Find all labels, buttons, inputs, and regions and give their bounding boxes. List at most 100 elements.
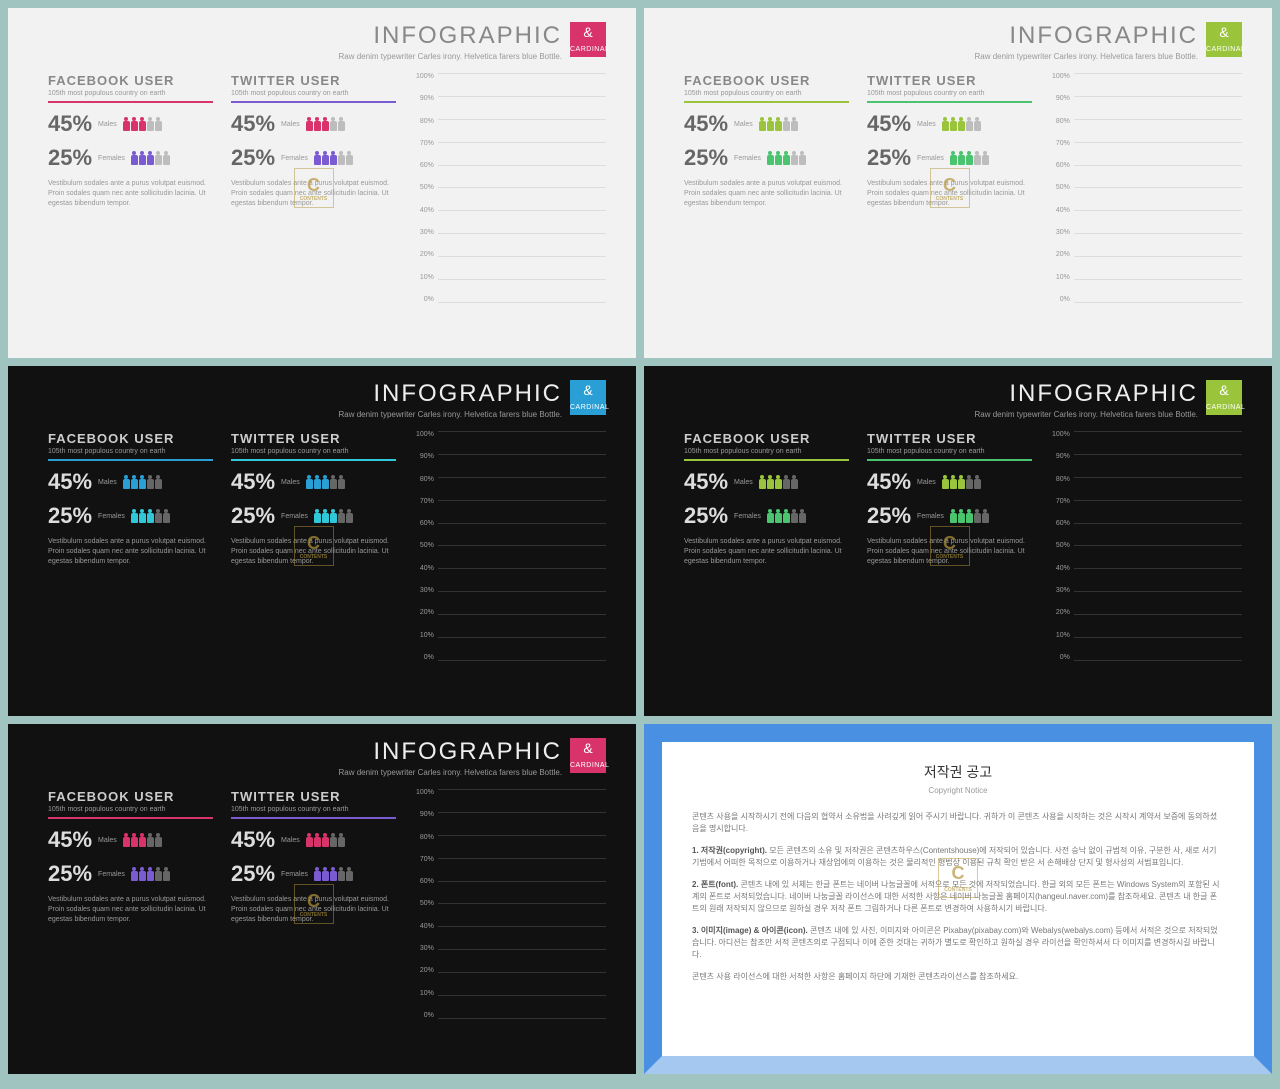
person-icon bbox=[791, 151, 798, 165]
stat-label: Males bbox=[917, 479, 936, 486]
y-tick-label: 20% bbox=[416, 967, 434, 974]
stat-label: Females bbox=[917, 513, 944, 520]
slide-header: INFOGRAPHIC Raw denim typewriter Carles … bbox=[48, 738, 606, 777]
person-icon bbox=[330, 509, 337, 523]
stat-label: Males bbox=[917, 121, 936, 128]
accent-tag: & CARDINAL bbox=[570, 380, 606, 415]
stacked-bar-chart: 100%90%80%70%60%50%40%30%20%10%0% bbox=[416, 431, 606, 661]
stat-percent: 25% bbox=[231, 503, 275, 529]
stat-label: Males bbox=[281, 837, 300, 844]
person-icon bbox=[775, 151, 782, 165]
header-title: INFOGRAPHIC bbox=[975, 22, 1199, 50]
person-icon bbox=[346, 867, 353, 881]
y-tick-label: 70% bbox=[416, 140, 434, 147]
person-icon bbox=[966, 117, 973, 131]
person-icon bbox=[155, 833, 162, 847]
stat-label: Females bbox=[281, 155, 308, 162]
people-icons bbox=[123, 117, 162, 131]
y-tick-label: 100% bbox=[1052, 431, 1070, 438]
y-tick-label: 0% bbox=[416, 296, 434, 303]
people-icons bbox=[942, 117, 981, 131]
person-icon bbox=[139, 867, 146, 881]
person-icon bbox=[767, 117, 774, 131]
header-subtitle: Raw denim typewriter Carles irony. Helve… bbox=[339, 768, 563, 777]
person-icon bbox=[131, 833, 138, 847]
person-icon bbox=[958, 117, 965, 131]
stat-title: TWITTER USER bbox=[231, 431, 396, 446]
person-icon bbox=[958, 475, 965, 489]
stat-row: 45% Males bbox=[231, 827, 396, 853]
people-icons bbox=[123, 833, 162, 847]
stat-subtitle: 105th most populous country on earth bbox=[867, 90, 1032, 97]
stat-label: Females bbox=[281, 513, 308, 520]
stat-label: Males bbox=[281, 479, 300, 486]
y-tick-label: 10% bbox=[416, 632, 434, 639]
y-tick-label: 80% bbox=[416, 118, 434, 125]
y-tick-label: 40% bbox=[416, 565, 434, 572]
stat-column: TWITTER USER 105th most populous country… bbox=[231, 431, 396, 661]
y-tick-label: 80% bbox=[1052, 118, 1070, 125]
stat-row: 45% Males bbox=[684, 111, 849, 137]
person-icon bbox=[346, 509, 353, 523]
y-tick-label: 0% bbox=[416, 654, 434, 661]
person-icon bbox=[322, 867, 329, 881]
people-icons bbox=[306, 833, 345, 847]
stat-body-text: Vestibulum sodales ante a purus volutpat… bbox=[684, 537, 849, 566]
people-icons bbox=[759, 117, 798, 131]
person-icon bbox=[338, 117, 345, 131]
stat-row: 45% Males bbox=[48, 469, 213, 495]
person-icon bbox=[147, 151, 154, 165]
slide-header: INFOGRAPHIC Raw denim typewriter Carles … bbox=[684, 380, 1242, 419]
slide-content: FACEBOOK USER 105th most populous countr… bbox=[48, 431, 606, 661]
person-icon bbox=[330, 833, 337, 847]
person-icon bbox=[950, 509, 957, 523]
stat-percent: 45% bbox=[231, 469, 275, 495]
stat-row: 25% Females bbox=[48, 861, 213, 887]
y-tick-label: 40% bbox=[1052, 565, 1070, 572]
stat-body-text: Vestibulum sodales ante a purus volutpat… bbox=[231, 179, 396, 208]
slide-content: FACEBOOK USER 105th most populous countr… bbox=[48, 789, 606, 1019]
y-tick-label: 10% bbox=[1052, 274, 1070, 281]
person-icon bbox=[314, 117, 321, 131]
notice-paragraph: 1. 저작권(copyright). 모든 콘텐츠의 소유 및 저작권은 콘텐츠… bbox=[692, 845, 1224, 869]
y-tick-label: 10% bbox=[416, 274, 434, 281]
person-icon bbox=[783, 117, 790, 131]
person-icon bbox=[330, 475, 337, 489]
y-tick-label: 30% bbox=[1052, 587, 1070, 594]
person-icon bbox=[759, 117, 766, 131]
stat-body-text: Vestibulum sodales ante a purus volutpat… bbox=[684, 179, 849, 208]
person-icon bbox=[322, 509, 329, 523]
stat-row: 25% Females bbox=[231, 503, 396, 529]
stat-label: Males bbox=[734, 121, 753, 128]
stat-column: FACEBOOK USER 105th most populous countr… bbox=[48, 431, 213, 661]
chart-area bbox=[1074, 73, 1242, 303]
stat-subtitle: 105th most populous country on earth bbox=[48, 448, 213, 455]
stat-title: FACEBOOK USER bbox=[48, 789, 213, 804]
people-icons bbox=[950, 509, 989, 523]
notice-paragraph: 3. 이미지(image) & 아이콘(icon). 콘텐츠 내에 있 사진, … bbox=[692, 925, 1224, 961]
y-tick-label: 40% bbox=[416, 207, 434, 214]
stats-area: FACEBOOK USER 105th most populous countr… bbox=[48, 73, 396, 303]
person-icon bbox=[799, 509, 806, 523]
gridlines bbox=[438, 431, 606, 661]
person-icon bbox=[330, 151, 337, 165]
stat-row: 45% Males bbox=[684, 469, 849, 495]
person-icon bbox=[791, 117, 798, 131]
person-icon bbox=[306, 117, 313, 131]
person-icon bbox=[131, 509, 138, 523]
header-subtitle: Raw denim typewriter Carles irony. Helve… bbox=[975, 410, 1199, 419]
people-icons bbox=[131, 867, 170, 881]
person-icon bbox=[783, 509, 790, 523]
person-icon bbox=[139, 151, 146, 165]
stat-label: Males bbox=[98, 837, 117, 844]
y-tick-label: 10% bbox=[416, 990, 434, 997]
header-title: INFOGRAPHIC bbox=[339, 22, 563, 50]
y-tick-label: 60% bbox=[416, 162, 434, 169]
person-icon bbox=[314, 151, 321, 165]
infographic-slide-4: INFOGRAPHIC Raw denim typewriter Carles … bbox=[644, 366, 1272, 716]
people-icons bbox=[131, 151, 170, 165]
person-icon bbox=[942, 475, 949, 489]
stat-label: Males bbox=[98, 479, 117, 486]
stat-percent: 45% bbox=[48, 111, 92, 137]
stat-label: Females bbox=[734, 155, 761, 162]
